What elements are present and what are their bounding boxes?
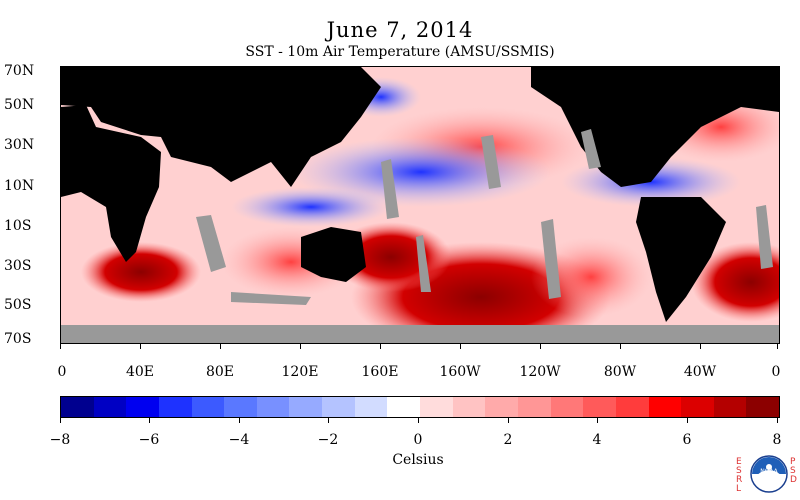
lat-label-50n: 50N (4, 97, 35, 113)
colorbar-label-neg4: −4 (228, 432, 250, 448)
map-title: June 7, 2014 (326, 18, 474, 42)
colorbar-tick (597, 417, 598, 423)
lat-label-70n: 70N (4, 63, 35, 79)
colorbar-swatch (681, 397, 714, 417)
africa-landmass (61, 105, 161, 262)
lon-tick (540, 343, 541, 349)
lon-tick (300, 343, 301, 349)
colorbar-label-8: 8 (772, 432, 782, 448)
logo-letter: P (790, 457, 796, 467)
colorbar-swatch (420, 397, 453, 417)
logo-letter: L (736, 484, 742, 494)
colorbar-swatch (158, 397, 192, 417)
lon-tick (620, 343, 621, 349)
colorbar-tick (149, 417, 150, 423)
color-scale-bar (60, 396, 780, 418)
lon-tick (700, 343, 701, 349)
lon-label-40w: 40W (683, 364, 717, 380)
colorbar-swatch (289, 397, 323, 417)
colorbar-label-6: 6 (682, 432, 692, 448)
colorbar-swatch (224, 397, 257, 417)
colorbar-swatch (61, 397, 94, 417)
colorbar-tick (777, 417, 778, 423)
colorbar-swatch (517, 397, 551, 417)
noaa-logo-text: NOAA (760, 468, 778, 475)
lon-label-120e: 120E (281, 364, 319, 380)
colorbar-swatch (387, 397, 421, 417)
colorbar-swatch (713, 397, 747, 417)
logo-letter: R (736, 475, 743, 485)
colorbar-swatch (615, 397, 649, 417)
lon-label-80w: 80W (603, 364, 637, 380)
lat-label-30s: 30S (4, 258, 32, 274)
colorbar-tick (328, 417, 329, 423)
colorbar-tick (418, 417, 419, 423)
lon-label-0-east: 0 (771, 364, 781, 380)
lon-label-120w: 120W (519, 364, 561, 380)
lon-tick (777, 343, 778, 349)
colorbar-swatch (452, 397, 486, 417)
colorbar-tick (239, 417, 240, 423)
colorbar-label-4: 4 (592, 432, 602, 448)
lon-tick (60, 343, 61, 349)
australia-landmass (301, 227, 366, 282)
lat-label-50s: 50S (4, 297, 32, 313)
colorbar-swatch (191, 397, 225, 417)
map-subtitle: SST - 10m Air Temperature (AMSU/SSMIS) (245, 44, 555, 60)
colorbar-swatch (256, 397, 290, 417)
lon-label-80e: 80E (205, 364, 235, 380)
logo-letter: S (790, 466, 796, 476)
colorbar-label-2: 2 (503, 432, 513, 448)
lon-label-160e: 160E (361, 364, 399, 380)
colorbar-label-neg8: −8 (49, 432, 71, 448)
logo-letter: E (736, 457, 742, 467)
lon-tick (140, 343, 141, 349)
lat-label-70s: 70S (4, 331, 32, 347)
colorbar-swatch (354, 397, 388, 417)
colorbar-label-neg6: −6 (138, 432, 160, 448)
colorbar-swatch (746, 397, 780, 417)
lat-label-30n: 30N (4, 137, 35, 153)
colorbar-swatch (322, 397, 355, 417)
colorbar-units: Celsius (392, 452, 444, 468)
colorbar-swatch (583, 397, 616, 417)
colorbar-swatch (648, 397, 682, 417)
lat-label-10n: 10N (4, 178, 35, 194)
noaa-logo-icon: NOAA (750, 455, 788, 493)
lon-tick (220, 343, 221, 349)
logo-letter: S (736, 466, 742, 476)
lon-label-0: 0 (57, 364, 67, 380)
colorbar-swatch (126, 397, 159, 417)
colorbar-tick (508, 417, 509, 423)
colorbar-swatch (550, 397, 584, 417)
colorbar-label-neg2: −2 (317, 432, 339, 448)
logo-letter: D (790, 475, 797, 485)
colorbar-label-0: 0 (413, 432, 423, 448)
colorbar-swatch (93, 397, 127, 417)
eurasia-landmass (61, 67, 381, 187)
lon-tick (380, 343, 381, 349)
south-america-landmass (636, 197, 726, 322)
antarctica-landmass (61, 329, 779, 343)
colorbar-tick (60, 417, 61, 423)
lon-label-40e: 40E (125, 364, 155, 380)
map-image (61, 67, 779, 343)
lat-label-10s: 10S (4, 218, 32, 234)
colorbar-swatch (485, 397, 518, 417)
lon-label-160w: 160W (439, 364, 481, 380)
sst-anomaly-map (60, 66, 780, 344)
lon-tick (460, 343, 461, 349)
colorbar-tick (687, 417, 688, 423)
